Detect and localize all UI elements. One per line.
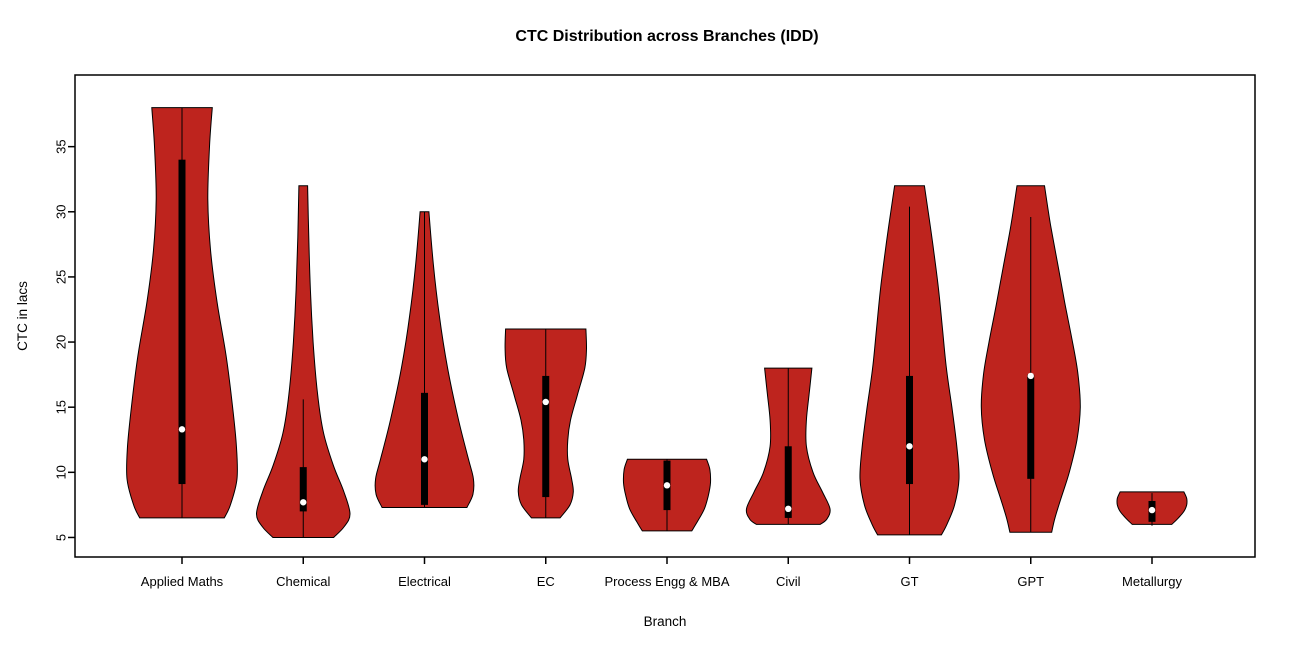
iqr-box-gt [906, 375, 913, 485]
x-tick-label-process-engg-mba: Process Engg & MBA [605, 574, 730, 589]
median-dot-chemical [300, 499, 307, 506]
y-tick-label: 15 [54, 400, 69, 414]
iqr-box-ec [542, 375, 550, 498]
x-tick-label-metallurgy: Metallurgy [1122, 574, 1182, 589]
iqr-box-civil [784, 446, 792, 518]
y-tick-label: 35 [54, 139, 69, 153]
violin-chemical [255, 185, 351, 538]
median-dot-gpt [1027, 372, 1034, 380]
plot-border [74, 74, 1256, 558]
y-tick-label: 20 [54, 335, 69, 349]
iqr-box-gpt [1027, 374, 1035, 479]
median-dot-process-engg-mba [663, 482, 671, 489]
y-axis-label: CTC in lacs [15, 281, 30, 351]
median-dot-ec [542, 398, 549, 406]
x-axis-label: Branch [644, 614, 687, 629]
median-dot-applied-maths [178, 426, 186, 433]
iqr-box-chemical [299, 467, 307, 512]
x-tick-label-chemical: Chemical [276, 574, 330, 589]
median-dot-civil [785, 505, 792, 512]
x-tick-label-ec: EC [537, 574, 555, 589]
x-tick-label-gt: GT [900, 574, 918, 589]
y-tick-label: 5 [54, 534, 69, 541]
iqr-box-electrical [421, 392, 428, 505]
x-tick-label-gpt: GPT [1017, 574, 1044, 589]
x-tick-label-applied-maths: Applied Maths [141, 574, 224, 589]
median-dot-gt [906, 443, 913, 450]
plot-layer: 5 10 15 20 25 30 35 Applied Maths Chemical Electr… [54, 74, 1256, 589]
x-tick-label-civil: Civil [776, 574, 801, 589]
y-tick-label: 30 [54, 205, 69, 219]
median-dot-metallurgy [1148, 506, 1156, 514]
x-tick-label-electrical: Electrical [398, 574, 451, 589]
chart-title: CTC Distribution across Branches (IDD) [515, 28, 818, 45]
iqr-box-applied-maths [178, 159, 186, 485]
median-dot-electrical [421, 456, 428, 463]
y-tick-label: 10 [54, 465, 69, 479]
y-tick-label: 25 [54, 270, 69, 284]
